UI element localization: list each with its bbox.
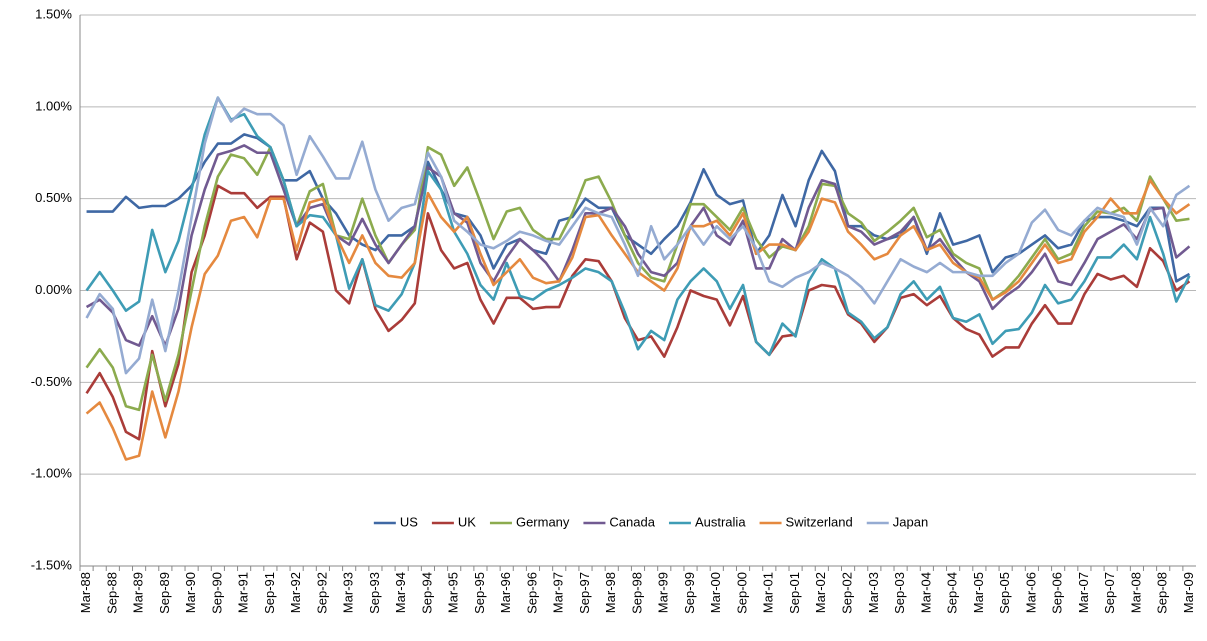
x-tick-label: Sep-97 bbox=[577, 572, 592, 614]
y-tick-label: 0.00% bbox=[35, 282, 72, 297]
x-tick-label: Sep-98 bbox=[629, 572, 644, 614]
y-tick-label: 0.50% bbox=[35, 190, 72, 205]
legend-label: UK bbox=[458, 514, 476, 529]
x-tick-label: Mar-94 bbox=[393, 572, 408, 613]
legend-label: Australia bbox=[695, 514, 746, 529]
legend-label: Japan bbox=[893, 514, 928, 529]
legend-label: Switzerland bbox=[786, 514, 853, 529]
x-tick-label: Mar-92 bbox=[288, 572, 303, 613]
x-tick-label: Mar-98 bbox=[603, 572, 618, 613]
x-tick-label: Sep-05 bbox=[997, 572, 1012, 614]
x-tick-label: Mar-00 bbox=[708, 572, 723, 613]
legend-label: US bbox=[400, 514, 418, 529]
series-line bbox=[85, 145, 1190, 412]
series-line bbox=[85, 179, 1191, 461]
x-tick-label: Mar-05 bbox=[971, 572, 986, 613]
x-tick-label: Mar-04 bbox=[918, 572, 933, 613]
y-tick-label: 1.00% bbox=[35, 98, 72, 113]
x-tick-label: Sep-90 bbox=[209, 572, 224, 614]
x-tick-label: Sep-92 bbox=[314, 572, 329, 614]
x-tick-label: Sep-04 bbox=[945, 572, 960, 614]
x-tick-label: Sep-95 bbox=[472, 572, 487, 614]
series-line bbox=[85, 96, 1191, 357]
legend-label: Canada bbox=[609, 514, 655, 529]
x-tick-label: Mar-99 bbox=[656, 572, 671, 613]
series-line bbox=[85, 144, 1191, 347]
x-tick-label: Sep-08 bbox=[1155, 572, 1170, 614]
x-tick-label: Mar-89 bbox=[131, 572, 146, 613]
x-tick-label: Sep-00 bbox=[734, 572, 749, 614]
x-tick-label: Mar-01 bbox=[761, 572, 776, 613]
x-tick-label: Mar-95 bbox=[446, 572, 461, 613]
x-tick-label: Mar-06 bbox=[1023, 572, 1038, 613]
x-tick-label: Mar-97 bbox=[551, 572, 566, 613]
x-tick-label: Mar-03 bbox=[866, 572, 881, 613]
x-tick-label: Mar-08 bbox=[1128, 572, 1143, 613]
x-tick-label: Mar-93 bbox=[341, 572, 356, 613]
x-tick-label: Sep-06 bbox=[1050, 572, 1065, 614]
x-tick-label: Sep-99 bbox=[682, 572, 697, 614]
y-tick-label: -1.00% bbox=[31, 466, 73, 481]
series-line bbox=[85, 184, 1191, 441]
x-tick-label: Sep-07 bbox=[1102, 572, 1117, 614]
y-tick-label: -1.50% bbox=[31, 557, 73, 572]
x-tick-label: Mar-88 bbox=[78, 572, 93, 613]
y-tick-label: 1.50% bbox=[35, 6, 72, 21]
legend-label: Germany bbox=[516, 514, 570, 529]
series-line bbox=[86, 133, 1191, 283]
x-tick-label: Sep-96 bbox=[524, 572, 539, 614]
x-tick-label: Mar-09 bbox=[1181, 572, 1196, 613]
x-tick-label: Sep-91 bbox=[262, 572, 277, 614]
series-line bbox=[85, 96, 1191, 375]
y-tick-label: -0.50% bbox=[31, 374, 73, 389]
x-tick-label: Sep-89 bbox=[157, 572, 172, 614]
x-tick-label: Mar-91 bbox=[236, 572, 251, 613]
x-tick-label: Mar-90 bbox=[183, 572, 198, 613]
x-tick-label: Mar-07 bbox=[1076, 572, 1091, 613]
x-tick-label: Sep-94 bbox=[419, 572, 434, 614]
x-tick-label: Sep-03 bbox=[892, 572, 907, 614]
x-tick-label: Mar-02 bbox=[813, 572, 828, 613]
x-tick-label: Mar-96 bbox=[498, 572, 513, 613]
x-tick-label: Sep-88 bbox=[104, 572, 119, 614]
x-tick-label: Sep-02 bbox=[840, 572, 855, 614]
x-tick-label: Sep-93 bbox=[367, 572, 382, 614]
x-tick-label: Sep-01 bbox=[787, 572, 802, 614]
